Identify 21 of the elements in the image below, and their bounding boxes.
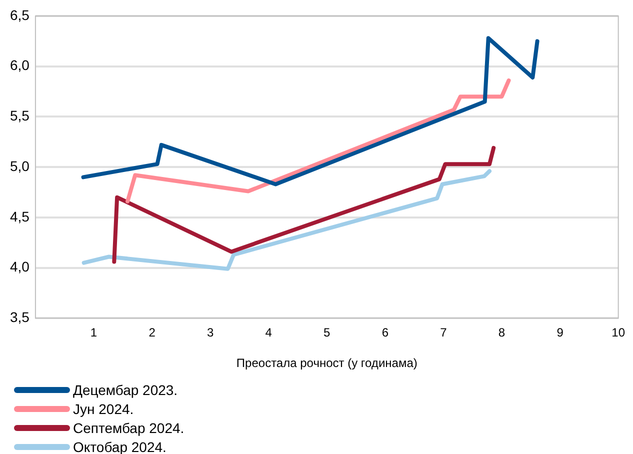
y-tick-label: 4,5: [10, 208, 30, 224]
y-tick-label: 3,5: [10, 309, 30, 326]
x-tick-label: 10: [612, 326, 626, 340]
y-tick-label: 5,5: [10, 108, 30, 124]
legend-label: Децембар 2023.: [73, 382, 178, 398]
x-tick-label: 1: [90, 326, 98, 340]
x-tick-label: 8: [498, 326, 506, 340]
x-tick-label: 6: [382, 326, 389, 340]
x-tick-label: 7: [440, 326, 448, 340]
x-tick-label: 2: [148, 326, 156, 340]
x-tick-label: 4: [265, 326, 272, 340]
x-tick-label: 3: [206, 326, 214, 340]
x-tick-label: 5: [324, 326, 331, 340]
y-tick-label: 6,5: [10, 6, 30, 23]
x-tick-label: 9: [556, 326, 564, 340]
x-axis-title: Преостала рочност (у годинама): [236, 356, 418, 370]
legend-label: Јун 2024.: [73, 400, 134, 416]
legend-label: Септембар 2024.: [73, 420, 184, 436]
y-tick-label: 4,0: [10, 258, 30, 275]
y-tick-label: 5,0: [10, 158, 30, 174]
y-tick-label: 6,0: [10, 57, 30, 74]
